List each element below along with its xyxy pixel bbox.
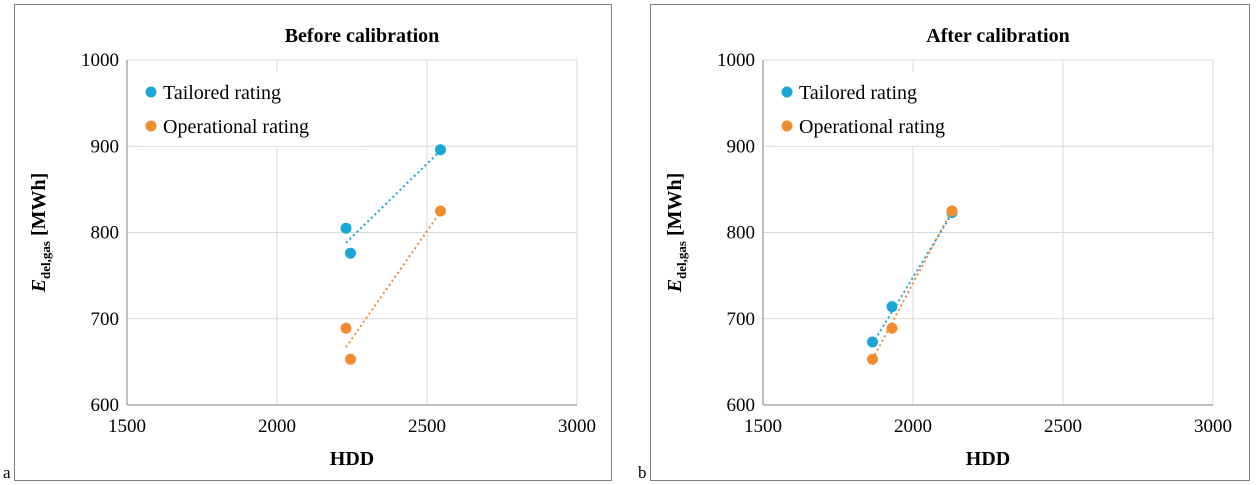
x-tick-label: 1500 [744,416,782,437]
y-tick-label: 800 [727,223,756,244]
tailored-rating-point [867,336,878,348]
legend-marker-tailored-rating [145,86,157,98]
legend-box [777,72,999,146]
tailored-rating-point [886,301,898,313]
y-tick-label: 700 [727,309,756,330]
tailored-rating-point [345,247,356,259]
legend-label-operational-rating: Operational rating [799,116,945,138]
chart-title: After calibration [926,25,1070,47]
legend-label-tailored-rating: Tailored rating [163,82,281,104]
legend-label-tailored-rating: Tailored rating [799,82,917,104]
x-axis-title: HDD [330,448,374,470]
x-tick-label: 2500 [408,416,446,437]
y-tick-label: 700 [91,309,120,330]
operational-rating-point [340,322,352,334]
chart-before-calibration: Before calibration 600 700 800 900 1000 1500 20… [28,25,596,470]
x-tick-label: 1500 [108,416,146,437]
x-tick-label: 2500 [1044,416,1082,437]
tailored-rating-point [435,144,446,156]
legend-marker-operational-rating [145,120,157,132]
y-axis-title: Edel,gas [MWh] [664,173,689,294]
operational-rating-trendline [871,209,953,360]
legend-marker-tailored-rating [781,86,793,98]
legend-label-operational-rating: Operational rating [163,116,309,138]
y-axis-title: Edel,gas [MWh] [28,173,53,294]
tailored-rating-point [340,222,352,234]
operational-rating-point [435,205,446,217]
operational-rating-point [886,322,898,334]
operational-rating-point [946,205,958,217]
y-tick-label: 600 [91,395,120,416]
chart-panel-after: After calibration 600 700 800 900 1000 1500 200… [650,4,1250,481]
panel-letter-a: a [3,463,11,482]
panel-letter-b: b [638,463,647,482]
y-tick-label: 1000 [717,50,755,71]
y-tick-label: 1000 [81,50,119,71]
legend-box [141,72,363,146]
x-tick-label: 3000 [1194,416,1232,437]
y-tick-label: 900 [727,136,756,157]
y-tick-label: 900 [91,136,120,157]
y-tick-label: 800 [91,223,120,244]
x-tick-label: 3000 [558,416,596,437]
tailored-rating-trendline [345,149,442,244]
x-axis-title: HDD [966,448,1010,470]
x-tick-label: 2000 [258,416,296,437]
chart-panel-before: Before calibration 600 700 800 900 1000 1500 20… [14,4,612,481]
tailored-rating-trendline [871,213,953,345]
operational-rating-point [867,353,878,365]
chart-after-calibration: After calibration 600 700 800 900 1000 1500 200… [664,25,1232,470]
legend-marker-operational-rating [781,120,793,132]
y-tick-label: 600 [727,395,756,416]
x-tick-label: 2000 [894,416,932,437]
chart-title: Before calibration [285,25,440,47]
operational-rating-point [345,353,356,365]
